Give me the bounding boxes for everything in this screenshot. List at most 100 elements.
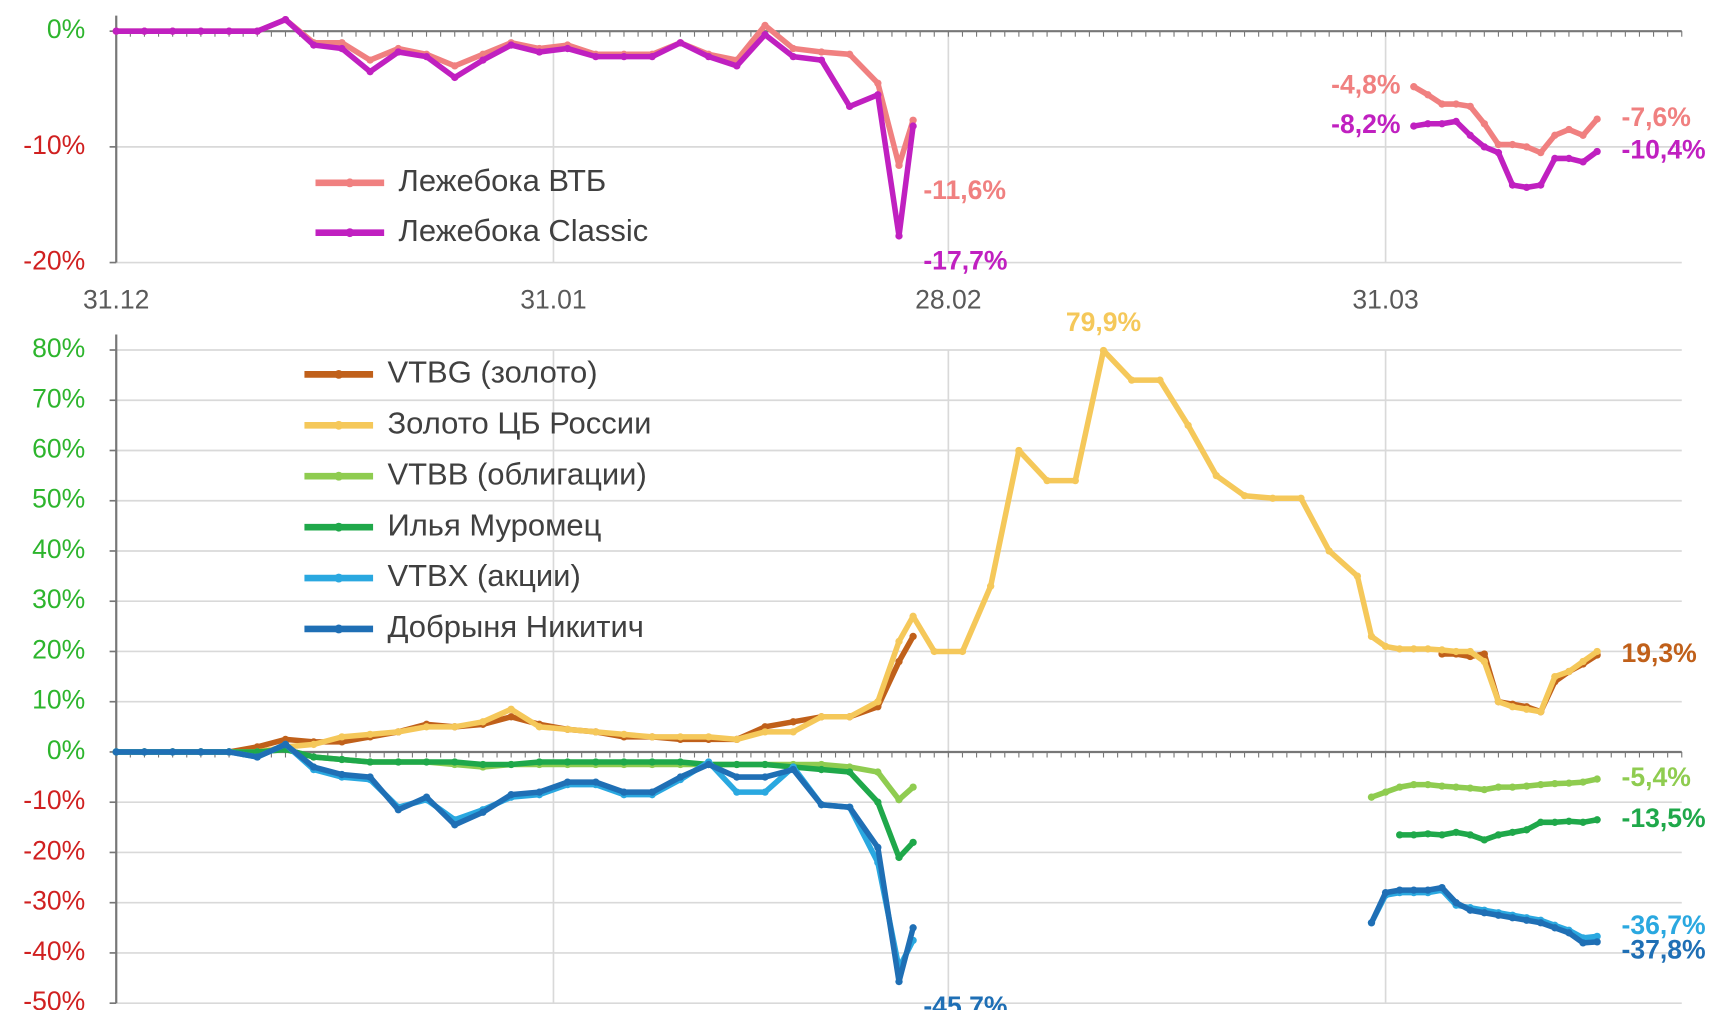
data-point — [895, 637, 903, 646]
data-point — [789, 728, 797, 736]
data-point — [1424, 886, 1432, 894]
data-point — [676, 773, 685, 781]
data-point — [1424, 645, 1432, 653]
data-label: -37,8% — [1621, 934, 1705, 964]
data-point — [169, 748, 177, 756]
data-point — [451, 821, 459, 829]
data-point — [1466, 131, 1474, 139]
data-point — [676, 758, 685, 766]
data-point — [281, 735, 290, 744]
x-tick-label: 28.02 — [915, 284, 981, 314]
data-point — [394, 48, 402, 56]
x-tick-label: 31.12 — [83, 284, 149, 314]
data-point — [1508, 140, 1517, 149]
data-point — [845, 768, 854, 776]
data-point — [648, 758, 656, 766]
data-point — [338, 39, 346, 47]
data-point — [1494, 911, 1503, 919]
data-point — [1579, 657, 1587, 666]
data-point — [648, 52, 656, 61]
legend-label: Лежебока Classic — [399, 213, 649, 248]
series-line — [116, 635, 1599, 755]
data-point — [422, 52, 431, 61]
data-point — [1438, 646, 1446, 654]
data-point — [648, 788, 656, 796]
data-point — [1410, 886, 1418, 894]
data-point — [1593, 647, 1601, 656]
data-point — [140, 748, 149, 756]
data-point — [789, 44, 797, 53]
legend-dot — [334, 624, 344, 634]
data-point — [225, 27, 233, 35]
data-point — [874, 843, 882, 852]
data-point — [253, 27, 261, 35]
x-tick-label: 31.03 — [1352, 284, 1418, 314]
y-tick-label: 40% — [32, 534, 85, 564]
data-point — [1297, 494, 1305, 502]
data-point — [909, 838, 917, 847]
legend-label: VTBG (золото) — [387, 355, 597, 390]
data-point — [1593, 938, 1601, 946]
data-point — [1452, 899, 1460, 907]
data-point — [1537, 919, 1545, 927]
data-point — [563, 725, 572, 734]
data-point — [874, 91, 882, 99]
data-point — [845, 50, 854, 58]
data-point — [281, 740, 290, 749]
data-point — [535, 788, 544, 796]
data-label: -10,4% — [1621, 135, 1705, 165]
data-point — [1480, 657, 1488, 666]
data-point — [338, 755, 346, 764]
data-point — [1269, 494, 1277, 502]
data-point — [1522, 143, 1531, 151]
legend-dot — [345, 228, 355, 238]
data-point — [761, 30, 769, 39]
data-point — [1494, 148, 1503, 157]
data-point — [909, 783, 917, 791]
data-point — [1466, 784, 1474, 792]
data-point — [535, 723, 544, 731]
data-point — [1466, 831, 1474, 839]
data-point — [676, 733, 685, 741]
data-point — [1410, 83, 1418, 91]
data-point — [620, 758, 628, 766]
legend-dot — [334, 573, 344, 583]
data-point — [761, 728, 769, 736]
data-point — [1438, 120, 1446, 128]
data-point — [366, 56, 374, 64]
data-point — [1438, 782, 1446, 790]
data-point — [817, 48, 826, 56]
legend-dot — [334, 522, 344, 532]
data-label: -4,8% — [1331, 70, 1400, 100]
data-label: -5,4% — [1621, 762, 1690, 792]
data-point — [1537, 708, 1545, 716]
data-point — [1043, 476, 1051, 485]
data-point — [366, 68, 374, 76]
y-tick-label: 0% — [47, 14, 85, 44]
data-point — [1494, 698, 1503, 706]
data-point — [1593, 775, 1601, 783]
data-point — [1494, 140, 1503, 149]
data-point — [1452, 828, 1460, 836]
data-point — [310, 763, 318, 771]
legend-label: Илья Муромец — [387, 507, 601, 542]
y-tick-label: 50% — [32, 484, 85, 514]
data-point — [895, 161, 903, 170]
data-point — [1579, 778, 1587, 786]
data-point — [895, 853, 903, 862]
data-point — [310, 753, 318, 761]
data-point — [1381, 788, 1390, 796]
data-label: -13,5% — [1621, 803, 1705, 833]
data-point — [958, 647, 967, 656]
y-tick-label: -30% — [23, 886, 85, 916]
data-point — [648, 733, 656, 741]
data-point — [1410, 831, 1418, 839]
data-point — [789, 765, 797, 774]
data-point — [310, 740, 318, 749]
data-point — [1466, 102, 1474, 111]
data-point — [1579, 158, 1587, 166]
data-point — [1537, 181, 1545, 189]
y-tick-label: -10% — [23, 130, 85, 160]
data-point — [817, 713, 826, 721]
